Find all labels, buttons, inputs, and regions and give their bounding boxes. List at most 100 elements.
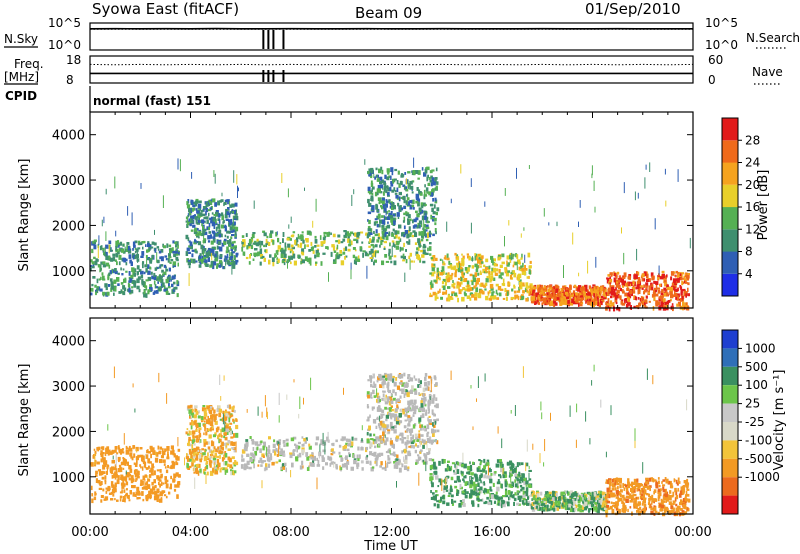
- power-sparse-echo: [563, 265, 564, 278]
- velocity-echo-cell: [340, 457, 343, 462]
- power-echo-cell: [340, 241, 344, 244]
- velocity-echo-cell: [510, 481, 513, 485]
- velocity-echo-cell: [428, 410, 430, 413]
- velocity-echo-cell: [458, 503, 462, 507]
- velocity-echo-cell: [197, 415, 201, 419]
- power-echo-cell: [248, 240, 252, 244]
- power-sparse-echo: [131, 212, 133, 226]
- power-echo-cell: [196, 240, 199, 244]
- velocity-echo-cell: [358, 454, 361, 459]
- velocity-echo-cell: [216, 455, 220, 459]
- velocity-echo-cell: [212, 467, 214, 473]
- power-echo-cell: [90, 287, 94, 292]
- power-echo-cell: [467, 288, 471, 292]
- velocity-echo-cell: [407, 466, 410, 469]
- power-echo-cell: [541, 302, 544, 306]
- velocity-echo-cell: [224, 436, 228, 441]
- velocity-echo-cell: [500, 465, 504, 470]
- power-echo-cell: [212, 249, 215, 254]
- velocity-echo-cell: [309, 454, 313, 458]
- power-echo-cell: [419, 192, 423, 196]
- velocity-echo-cell: [195, 410, 198, 415]
- velocity-echo-cell: [100, 499, 103, 503]
- velocity-echo-cell: [161, 490, 164, 495]
- velocity-echo-cell: [96, 462, 99, 465]
- power-echo-cell: [421, 167, 424, 171]
- power-echo-cell: [570, 292, 573, 295]
- power-echo-cell: [534, 301, 537, 305]
- power-echo-cell: [140, 274, 144, 279]
- velocity-echo-cell: [155, 459, 158, 463]
- velocity-echo-cell: [219, 438, 222, 443]
- power-echo-cell: [348, 233, 352, 237]
- power-echo-cell: [469, 297, 472, 301]
- velocity-echo-cell: [209, 463, 212, 468]
- velocity-echo-cell: [500, 483, 503, 489]
- power-echo-cell: [403, 233, 406, 238]
- velocity-echo-cell: [134, 470, 137, 473]
- velocity-echo-cell: [128, 499, 131, 502]
- velocity-echo-cell: [419, 451, 422, 454]
- velocity-echo-cell: [166, 454, 169, 459]
- power-echo-cell: [502, 278, 505, 284]
- velocity-echo-cell: [438, 460, 441, 466]
- power-echo-cell: [165, 278, 169, 284]
- power-echo-cell: [626, 287, 630, 291]
- power-echo-cell: [595, 286, 599, 290]
- power-echo-cell: [391, 201, 393, 204]
- power-echo-cell: [429, 170, 433, 174]
- power-colorbar-tick-label: 4: [745, 267, 753, 281]
- velocity-echo-cell: [297, 441, 301, 445]
- velocity-echo-cell: [370, 461, 372, 466]
- velocity-echo-cell: [278, 459, 281, 463]
- power-echo-cell: [118, 247, 121, 252]
- power-echo-cell: [642, 301, 645, 306]
- power-echo-cell: [290, 261, 292, 265]
- power-echo-cell: [170, 247, 174, 252]
- velocity-echo-cell: [412, 414, 415, 417]
- velocity-echo-cell: [429, 476, 433, 482]
- power-echo-cell: [387, 172, 390, 175]
- velocity-echo-cell: [224, 416, 228, 420]
- power-echo-cell: [394, 192, 398, 195]
- velocity-echo-cell: [132, 492, 135, 497]
- power-echo-cell: [431, 255, 434, 258]
- velocity-echo-cell: [186, 428, 189, 431]
- velocity-echo-cell: [104, 481, 107, 485]
- power-echo-cell: [682, 288, 686, 292]
- power-echo-cell: [553, 293, 556, 298]
- velocity-echo-cell: [462, 478, 465, 481]
- power-echo-cell: [426, 220, 429, 224]
- velocity-echo-cell: [192, 438, 196, 442]
- velocity-echo-cell: [218, 449, 222, 454]
- velocity-echo-cell: [225, 428, 229, 433]
- power-echo-cell: [192, 215, 195, 220]
- power-echo-cell: [677, 273, 680, 278]
- power-echo-cell: [471, 294, 475, 298]
- power-echo-cell: [520, 279, 522, 282]
- power-echo-cell: [117, 272, 120, 275]
- velocity-echo-cell: [510, 470, 512, 474]
- power-echo-cell: [375, 229, 378, 234]
- power-echo-cell: [405, 189, 409, 192]
- power-echo-cell: [197, 220, 200, 223]
- power-echo-cell: [407, 183, 411, 187]
- power-echo-cell: [554, 302, 558, 306]
- power-echo-cell: [530, 296, 533, 301]
- power-colorbar-swatch: [722, 140, 738, 163]
- velocity-echo-cell: [390, 453, 394, 456]
- power-echo-cell: [367, 198, 370, 204]
- power-echo-cell: [282, 232, 285, 237]
- power-echo-cell: [372, 236, 375, 241]
- power-echo-cell: [429, 272, 432, 275]
- velocity-echo-cell: [208, 410, 212, 413]
- power-echo-cell: [511, 288, 514, 292]
- velocity-echo-cell: [125, 445, 128, 450]
- power-echo-cell: [165, 290, 169, 293]
- velocity-echo-cell: [389, 440, 393, 445]
- power-echo-cell: [282, 249, 286, 255]
- power-echo-cell: [369, 238, 372, 243]
- power-echo-cell: [459, 263, 463, 266]
- power-echo-cell: [266, 235, 269, 239]
- power-echo-cell: [208, 222, 211, 228]
